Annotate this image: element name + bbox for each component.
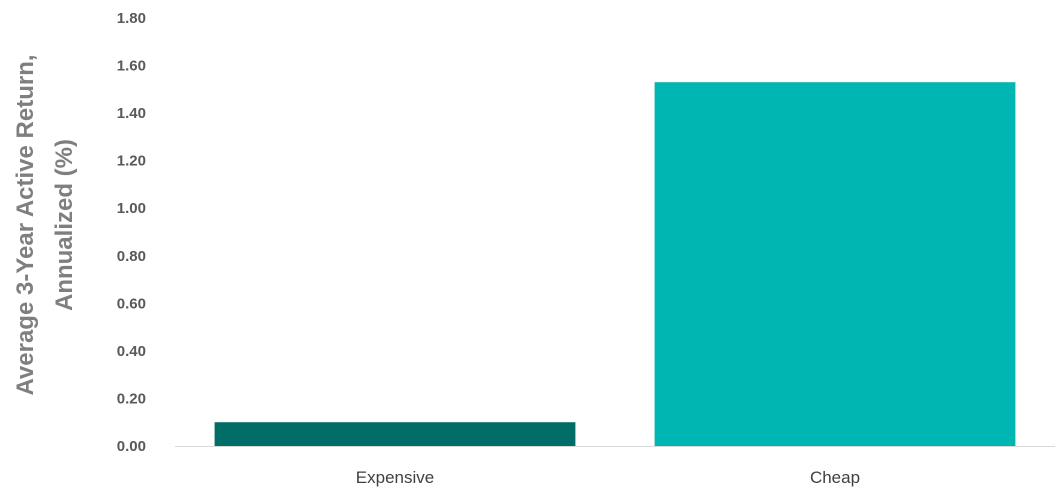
y-tick-label: 0.40 [117, 343, 146, 360]
y-axis-title-line-1: Average 3-Year Active Return, [12, 54, 39, 395]
y-tick-label: 1.00 [117, 200, 146, 217]
y-tick-label: 0.20 [117, 390, 146, 407]
bars [214, 82, 1016, 446]
bar-cheap [654, 82, 1016, 446]
y-tick-label: 1.20 [117, 153, 146, 170]
x-tick-label-cheap: Cheap [810, 468, 860, 487]
x-tick-label-expensive: Expensive [356, 468, 434, 487]
y-axis-title: Average 3-Year Active Return, Annualized… [12, 54, 78, 395]
y-axis-ticks: 0.00 0.20 0.40 0.60 0.80 1.00 1.20 1.40 1.60 1.80 [117, 10, 146, 455]
x-axis-labels: Expensive Cheap [356, 468, 860, 487]
y-tick-label: 1.40 [117, 105, 146, 122]
y-tick-label: 0.80 [117, 248, 146, 265]
bar-expensive [214, 422, 576, 446]
y-axis-title-line-2: Annualized (%) [51, 139, 78, 311]
y-tick-label: 0.00 [117, 438, 146, 455]
y-tick-label: 1.80 [117, 10, 146, 27]
y-tick-label: 0.60 [117, 295, 146, 312]
y-tick-label: 1.60 [117, 58, 146, 75]
